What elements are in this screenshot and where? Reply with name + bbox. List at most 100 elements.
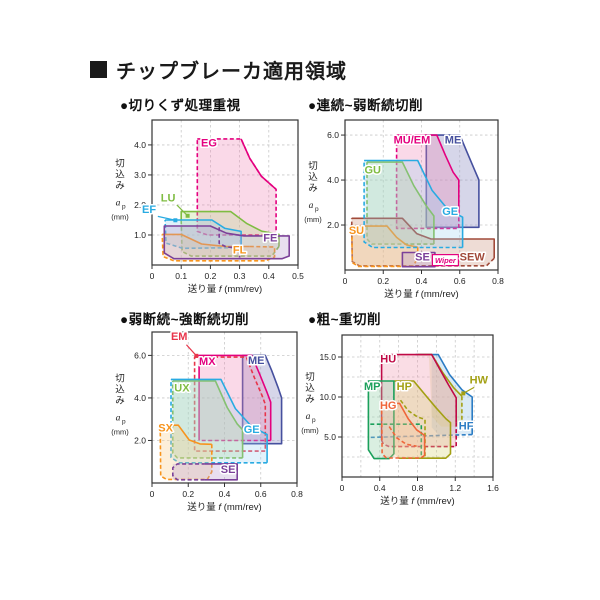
y-tick-label: 5.0 xyxy=(324,432,336,442)
region-label-SU: SU xyxy=(349,225,364,237)
x-tick-label: 0.2 xyxy=(204,271,216,281)
region-border-LU xyxy=(180,210,280,247)
region-fill-HG xyxy=(381,403,425,458)
region-label-EG: EG xyxy=(201,137,217,149)
x-tick-label: 0.4 xyxy=(374,483,386,493)
region-label-HF: HF xyxy=(459,420,474,432)
x-tick-label: 0 xyxy=(150,271,155,281)
y-axis-title: 切 xyxy=(115,159,125,170)
y-tick-label: 2.0 xyxy=(134,200,146,210)
region-fill-FE xyxy=(164,226,290,259)
region-fill-MX xyxy=(199,355,271,441)
y-axis-title: 込 xyxy=(115,170,125,181)
y-axis-unit: (mm) xyxy=(111,213,129,222)
x-tick-label: 0.4 xyxy=(219,489,231,499)
region-label-FL: FL xyxy=(233,245,247,257)
region-border-HG xyxy=(381,402,426,456)
region-fill-ME xyxy=(426,135,479,228)
x-tick-label: 1.2 xyxy=(449,483,461,493)
region-border-EF xyxy=(165,219,242,248)
region-label-EF: EF xyxy=(142,204,156,216)
region-border-HG xyxy=(380,403,426,459)
region-fill-SEW xyxy=(351,218,495,266)
region-border-SE xyxy=(401,251,436,268)
region-label-SE: SE xyxy=(415,252,430,264)
page-title-row: チップブレーカ適用領域 xyxy=(90,55,347,84)
region-fill-UX xyxy=(172,380,243,458)
subtitle-chip-control: ●切りくず処理重視 xyxy=(120,98,241,113)
y-axis-title: 切 xyxy=(115,374,125,385)
region-border-SEW xyxy=(351,217,495,259)
y-tick-label: 15.0 xyxy=(319,352,336,362)
subtitle-rough-heavy: ●粗~重切削 xyxy=(308,312,382,327)
region-border-FL xyxy=(162,233,250,248)
region-border-HF xyxy=(415,353,473,435)
x-tick-label: 0.8 xyxy=(412,483,424,493)
y-axis-title: 込 xyxy=(115,385,125,396)
wiper-badge xyxy=(431,254,460,267)
title-square-icon xyxy=(90,61,107,78)
region-label-GE: GE xyxy=(244,424,260,436)
y-axis-title: み xyxy=(305,394,315,405)
y-tick-label: 4.0 xyxy=(134,140,146,150)
x-tick-label: 0.2 xyxy=(377,276,389,286)
region-label-HW: HW xyxy=(470,374,489,386)
label-leader-dot xyxy=(173,218,178,223)
x-axis-title: 送り量 f (mm/rev) xyxy=(384,288,458,300)
y-tick-label: 6.0 xyxy=(327,130,339,140)
y-axis-sub: p xyxy=(312,417,316,424)
region-label-SE: SE xyxy=(221,464,236,476)
label-leader-dot xyxy=(185,213,190,218)
y-tick-label: 6.0 xyxy=(134,350,146,360)
x-tick-label: 0 xyxy=(340,483,345,493)
y-axis-title: み xyxy=(115,396,125,407)
y-tick-label: 2.0 xyxy=(327,220,339,230)
x-tick-label: 0 xyxy=(343,276,348,286)
region-label-EM: EM xyxy=(171,331,188,343)
y-tick-label: 3.0 xyxy=(134,170,146,180)
x-tick-label: 0.8 xyxy=(492,276,504,286)
y-axis-sub: p xyxy=(315,206,319,213)
region-border-GU xyxy=(367,161,435,245)
region-fill-FL xyxy=(162,234,275,261)
region-border-SE xyxy=(172,463,205,481)
label-leader-dot xyxy=(194,353,199,358)
region-label-FE: FE xyxy=(263,233,277,245)
y-axis-var: a xyxy=(116,199,121,209)
y-axis-unit: (mm) xyxy=(111,428,129,437)
y-axis-title: 込 xyxy=(308,172,318,183)
region-border-SU xyxy=(351,225,418,248)
region-label-MU/EM: MU/EM xyxy=(394,135,431,147)
y-axis-title: 込 xyxy=(305,383,315,394)
region-fill-GU xyxy=(367,162,434,245)
region-label-HU: HU xyxy=(380,354,396,366)
region-border-HP xyxy=(399,399,426,457)
region-label-HG: HG xyxy=(380,400,397,412)
subtitle-light-strong-interrupted: ●弱断続~強断続切削 xyxy=(120,312,250,327)
x-tick-label: 0.4 xyxy=(416,276,428,286)
x-axis-title: 送り量 f (mm/rev) xyxy=(187,501,261,513)
x-tick-label: 0.6 xyxy=(454,276,466,286)
y-axis-sub: p xyxy=(122,419,126,426)
region-fill-SE xyxy=(402,252,435,267)
region-border-MU/EM xyxy=(396,134,460,212)
region-border-FE xyxy=(218,227,241,258)
y-tick-label: 1.0 xyxy=(134,230,146,240)
y-tick-label: 10.0 xyxy=(319,392,336,402)
region-label-LU: LU xyxy=(161,192,176,204)
region-border-HG xyxy=(388,426,417,447)
region-label-ME: ME xyxy=(248,355,265,367)
x-axis-title: 送り量 f (mm/rev) xyxy=(380,495,454,507)
x-tick-label: 0.6 xyxy=(255,489,267,499)
region-border-GE xyxy=(171,378,268,463)
x-tick-label: 0 xyxy=(150,489,155,499)
x-axis-title: 送り量 f (mm/rev) xyxy=(188,283,262,295)
x-tick-label: 0.3 xyxy=(234,271,246,281)
subtitle-continuous-light-interrupted: ●連続~弱断続切削 xyxy=(308,98,424,113)
x-tick-label: 0.4 xyxy=(263,271,275,281)
region-fill-ME xyxy=(242,355,282,444)
